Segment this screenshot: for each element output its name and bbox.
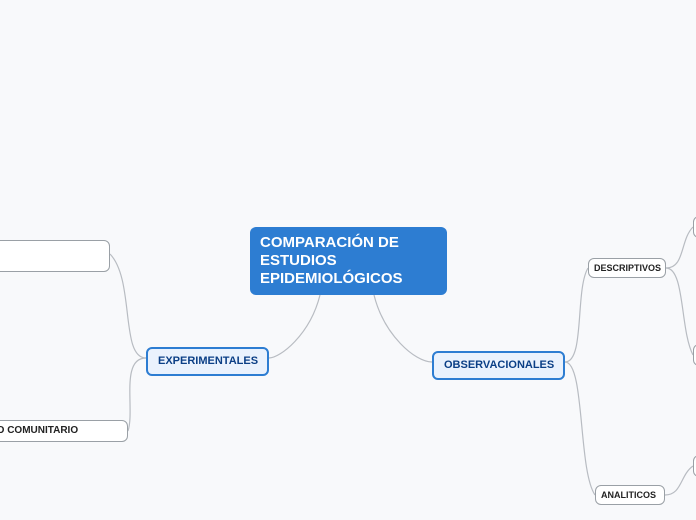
node-root-label: COMPARACIÓN DE ESTUDIOS EPIDEMIOLÓGICOS [260, 234, 437, 288]
node-analiticos-label: ANALITICOS [601, 490, 656, 501]
node-comunitario-label: SAYO COMUNITARIO [0, 425, 78, 437]
node-experimentales[interactable]: EXPERIMENTALES [146, 347, 269, 376]
node-observacionales-label: OBSERVACIONALES [444, 359, 554, 372]
node-comunitario[interactable]: SAYO COMUNITARIO [0, 420, 128, 442]
node-analiticos[interactable]: ANALITICOS [595, 485, 665, 505]
node-descriptivos[interactable]: DESCRIPTIVOS [588, 258, 666, 278]
node-descriptivos-label: DESCRIPTIVOS [594, 263, 661, 274]
node-experimentales-label: EXPERIMENTALES [158, 355, 258, 368]
mindmap-canvas: { "colors": { "background": "#f8f9fb", "… [0, 0, 696, 520]
node-observacionales[interactable]: OBSERVACIONALES [432, 351, 565, 380]
node-root[interactable]: COMPARACIÓN DE ESTUDIOS EPIDEMIOLÓGICOS [250, 227, 447, 295]
node-clinico[interactable]: LINICO ADO [0, 240, 110, 272]
